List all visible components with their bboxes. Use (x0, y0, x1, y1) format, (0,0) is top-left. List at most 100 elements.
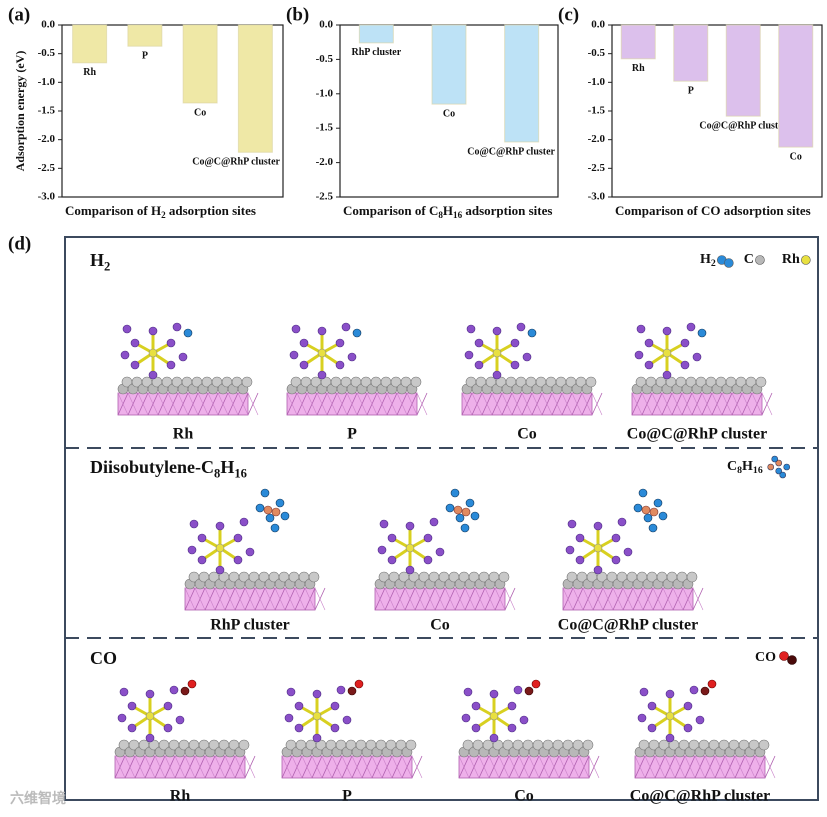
bar (620, 24, 656, 60)
lattice (651, 392, 663, 416)
y-tick-label: -3.0 (38, 191, 56, 203)
atom (270, 523, 280, 533)
y-tick-label: -1.5 (38, 105, 56, 117)
atom (527, 328, 537, 338)
subscript: 8 (438, 210, 443, 220)
atom (593, 565, 603, 575)
atom (148, 370, 158, 380)
lattice (384, 587, 396, 611)
lattice (404, 587, 416, 611)
lattice (204, 587, 216, 611)
atom (758, 739, 770, 751)
lattice (336, 392, 348, 416)
lattice (694, 755, 706, 779)
lattice (154, 755, 166, 779)
atom (450, 488, 460, 498)
atom (405, 521, 415, 531)
atom (180, 686, 190, 696)
bar-label: Co (194, 107, 206, 118)
text-part: Rh (782, 252, 800, 267)
lattice (137, 392, 149, 416)
lattice (701, 392, 713, 416)
y-tick-label: -0.5 (316, 53, 334, 65)
lattice (316, 392, 328, 416)
atom (127, 701, 137, 711)
atom (464, 350, 474, 360)
lattice (754, 755, 766, 779)
atom (122, 324, 132, 334)
atom (117, 713, 127, 723)
lattice (571, 392, 583, 416)
atom (317, 348, 327, 358)
lattice (306, 392, 318, 416)
lattice (406, 392, 418, 416)
atom (779, 471, 787, 479)
atom (507, 701, 517, 711)
atom (641, 505, 651, 515)
text-part: H (220, 457, 234, 477)
atom (312, 689, 322, 699)
atom (465, 498, 475, 508)
atom (284, 713, 294, 723)
atom (341, 322, 351, 332)
atom (492, 370, 502, 380)
atom (510, 360, 520, 370)
text-part: CO (90, 648, 117, 668)
lattice (124, 755, 136, 779)
lattice (558, 755, 570, 779)
atom (263, 505, 273, 515)
atom (658, 511, 668, 521)
atom (352, 328, 362, 338)
lattice (721, 392, 733, 416)
y-tick-label: -1.0 (316, 87, 334, 99)
lattice (501, 392, 513, 416)
lattice (227, 392, 239, 416)
atom (697, 328, 707, 338)
lattice (254, 587, 266, 611)
subscript: 2 (161, 210, 166, 220)
text-part: C (727, 459, 737, 474)
text-part: Diisobutylene-C (90, 457, 214, 477)
atom (700, 686, 710, 696)
atom (163, 723, 173, 733)
label: Rh (782, 252, 800, 267)
atom (471, 701, 481, 711)
structure-label: Co@C@RhP cluster (630, 788, 770, 805)
atom (336, 685, 346, 695)
lattice (194, 755, 206, 779)
y-tick-label: -0.5 (38, 47, 56, 59)
lattice (184, 755, 196, 779)
atom (649, 507, 659, 517)
lattice (631, 392, 643, 416)
lattice (578, 755, 590, 779)
bar (358, 24, 394, 44)
atom (175, 715, 185, 725)
structure-label: Co (517, 426, 537, 443)
lattice (671, 392, 683, 416)
lattice (444, 587, 456, 611)
atom (474, 360, 484, 370)
lattice (548, 755, 560, 779)
panel-label: (c) (558, 4, 579, 25)
lattice (274, 587, 286, 611)
atom (513, 685, 523, 695)
atom (585, 376, 597, 388)
text-part: adsorption sites (462, 203, 552, 218)
atom (492, 326, 502, 336)
panel-label: (d) (8, 233, 31, 254)
subscript: 8 (214, 466, 220, 480)
lattice (244, 587, 256, 611)
bar-label: Co (443, 108, 455, 119)
atom (330, 701, 340, 711)
bar-label: Rh (632, 63, 645, 74)
atom (519, 715, 529, 725)
label: Diisobutylene-C8H16 (90, 457, 247, 480)
atom (767, 463, 775, 471)
lattice (314, 587, 326, 611)
y-tick-label: -1.5 (588, 105, 606, 117)
lattice (361, 755, 373, 779)
atom (239, 517, 249, 527)
lattice (147, 392, 159, 416)
bar-label: P (142, 51, 148, 62)
